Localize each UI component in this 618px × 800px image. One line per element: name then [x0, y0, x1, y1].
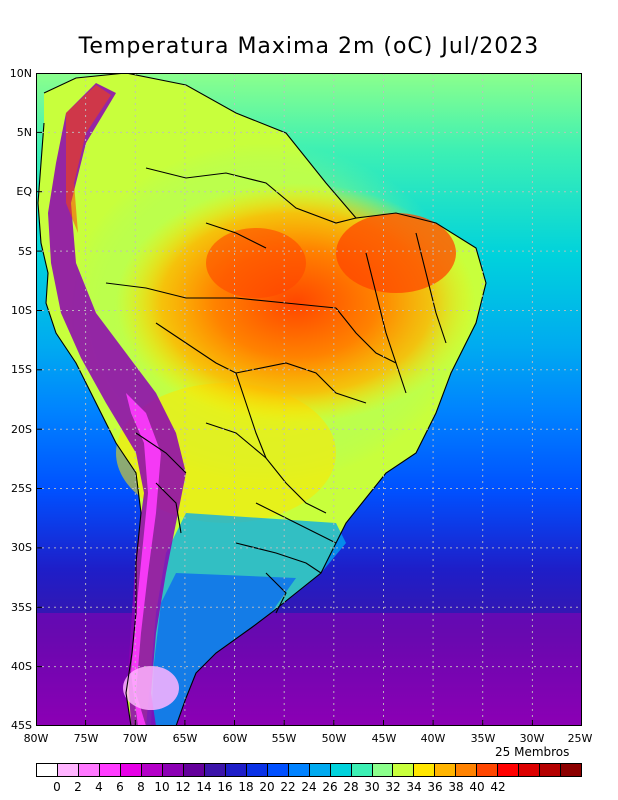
south-cool-zone-2: [151, 573, 296, 726]
lat-label: 30S: [11, 541, 32, 554]
map-panel: [36, 73, 582, 726]
legend-swatch: [519, 764, 541, 776]
legend-tick-label: 4: [95, 780, 103, 794]
legend-tick-label: 36: [427, 780, 443, 794]
lat-label: EQ: [16, 185, 32, 198]
legend-tick-label: 30: [364, 780, 380, 794]
legend-tick-label: 2: [74, 780, 82, 794]
legend-tick-label: 14: [196, 780, 212, 794]
lat-label: 40S: [11, 660, 32, 673]
lon-label: 45W: [371, 732, 397, 745]
lon-label: 65W: [172, 732, 198, 745]
andes-peaks: [126, 393, 161, 726]
legend-tick-label: 24: [301, 780, 317, 794]
lat-label: 20S: [11, 423, 32, 436]
legend-swatch: [120, 764, 142, 776]
andes-ridge: [48, 83, 186, 726]
legend-swatch: [225, 764, 247, 776]
legend-swatch: [372, 764, 394, 776]
legend-tick-label: 10: [154, 780, 170, 794]
lat-label: 35S: [11, 601, 32, 614]
legend-swatch: [498, 764, 520, 776]
legend-swatch: [78, 764, 100, 776]
legend-swatch: [204, 764, 226, 776]
lon-label: 30W: [519, 732, 545, 745]
legend-tick-label: 6: [116, 780, 124, 794]
legend-tick-label: 32: [385, 780, 401, 794]
legend-tick-label: 22: [280, 780, 296, 794]
legend-tick-label: 28: [343, 780, 359, 794]
lon-label: 35W: [470, 732, 496, 745]
color-legend: [36, 763, 582, 777]
legend-tick-label: 42: [490, 780, 506, 794]
lon-label: 40W: [420, 732, 446, 745]
lon-label: 55W: [271, 732, 297, 745]
lat-label: 5N: [16, 126, 32, 139]
legend-swatch: [288, 764, 310, 776]
ensemble-members-note: 25 Membros: [495, 745, 570, 759]
legend-tick-label: 8: [137, 780, 145, 794]
legend-swatch: [37, 764, 58, 776]
legend-tick-label: 38: [448, 780, 464, 794]
legend-swatch: [540, 764, 562, 776]
lat-label: 10N: [9, 67, 32, 80]
southern-field: [36, 613, 582, 726]
legend-swatch: [99, 764, 121, 776]
legend-tick-label: 12: [175, 780, 191, 794]
legend-swatch: [141, 764, 163, 776]
temperature-map: [36, 73, 582, 726]
lon-label: 25W: [567, 732, 593, 745]
lat-label: 15S: [11, 363, 32, 376]
legend-swatch: [246, 764, 268, 776]
legend-tick-label: 20: [259, 780, 275, 794]
map-title: Temperatura Maxima 2m (oC) Jul/2023: [78, 34, 540, 59]
legend-swatch: [456, 764, 478, 776]
lon-label: 60W: [222, 732, 248, 745]
lon-label: 50W: [321, 732, 347, 745]
legend-swatch: [183, 764, 205, 776]
lat-label: 5S: [18, 245, 32, 258]
legend-swatch: [330, 764, 352, 776]
legend-tick-label: 18: [238, 780, 254, 794]
legend-swatch: [393, 764, 415, 776]
legend-swatch: [309, 764, 331, 776]
hot-core-west: [206, 228, 306, 298]
legend-swatch: [435, 764, 457, 776]
andes-north-warm: [66, 85, 111, 233]
legend-tick-label: 26: [322, 780, 338, 794]
lon-label: 80W: [23, 732, 49, 745]
hot-core-northeast: [336, 213, 456, 293]
lat-label: 45S: [11, 719, 32, 732]
map-frame-border: [36, 73, 582, 726]
legend-swatch: [162, 764, 184, 776]
legend-tick-label: 34: [406, 780, 422, 794]
legend-swatch: [57, 764, 79, 776]
legend-tick-label: 16: [217, 780, 233, 794]
legend-swatch: [267, 764, 289, 776]
lon-label: 70W: [122, 732, 148, 745]
legend-swatch: [351, 764, 373, 776]
legend-tick-label: 0: [53, 780, 61, 794]
legend-tick-label: 40: [469, 780, 485, 794]
patagonia-icefield: [123, 666, 179, 710]
legend-swatch: [414, 764, 436, 776]
lat-label: 10S: [11, 304, 32, 317]
lon-label: 75W: [73, 732, 99, 745]
legend-swatch: [561, 764, 582, 776]
legend-swatch: [477, 764, 499, 776]
political-borders: [37, 73, 487, 726]
lat-label: 25S: [11, 482, 32, 495]
grid-lines: [36, 73, 582, 726]
